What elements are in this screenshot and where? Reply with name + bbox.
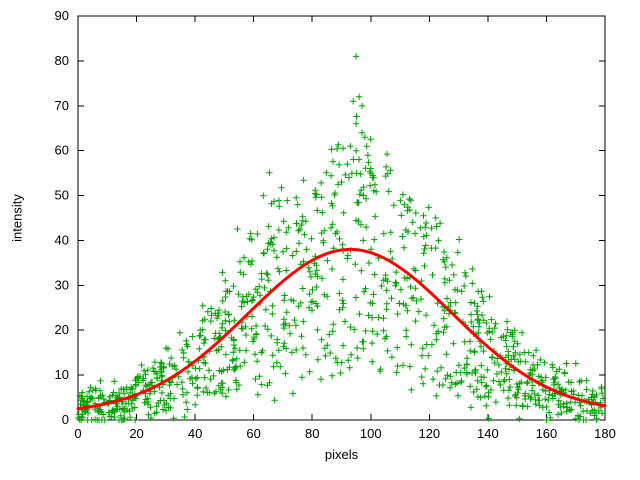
y-tick-label: 70 — [55, 98, 69, 113]
y-axis-label: intensity — [9, 194, 25, 242]
scatter-points — [75, 53, 607, 424]
plot-border — [77, 15, 606, 421]
y-tick-label: 50 — [55, 188, 69, 203]
x-tick-label: 60 — [246, 426, 260, 441]
x-tick-label: 40 — [188, 426, 202, 441]
x-tick-label: 120 — [418, 426, 440, 441]
y-tick-label: 20 — [55, 322, 69, 337]
x-tick-label: 160 — [536, 426, 558, 441]
y-tick-label: 0 — [62, 412, 69, 427]
y-tick-label: 60 — [55, 143, 69, 158]
y-tick-label: 30 — [55, 277, 69, 292]
x-tick-label: 180 — [594, 426, 616, 441]
y-tick-label: 90 — [55, 8, 69, 23]
x-tick-label: 140 — [477, 426, 499, 441]
fit-curve — [76, 247, 607, 410]
y-tick-label: 40 — [55, 232, 69, 247]
x-tick-label: 20 — [129, 426, 143, 441]
x-axis-label: pixels — [324, 447, 359, 462]
x-tick-label: 80 — [305, 426, 319, 441]
x-tick-label: 100 — [360, 426, 382, 441]
x-tick-label: 0 — [74, 426, 81, 441]
y-tick-label: 10 — [55, 367, 69, 382]
y-tick-label: 80 — [55, 53, 69, 68]
